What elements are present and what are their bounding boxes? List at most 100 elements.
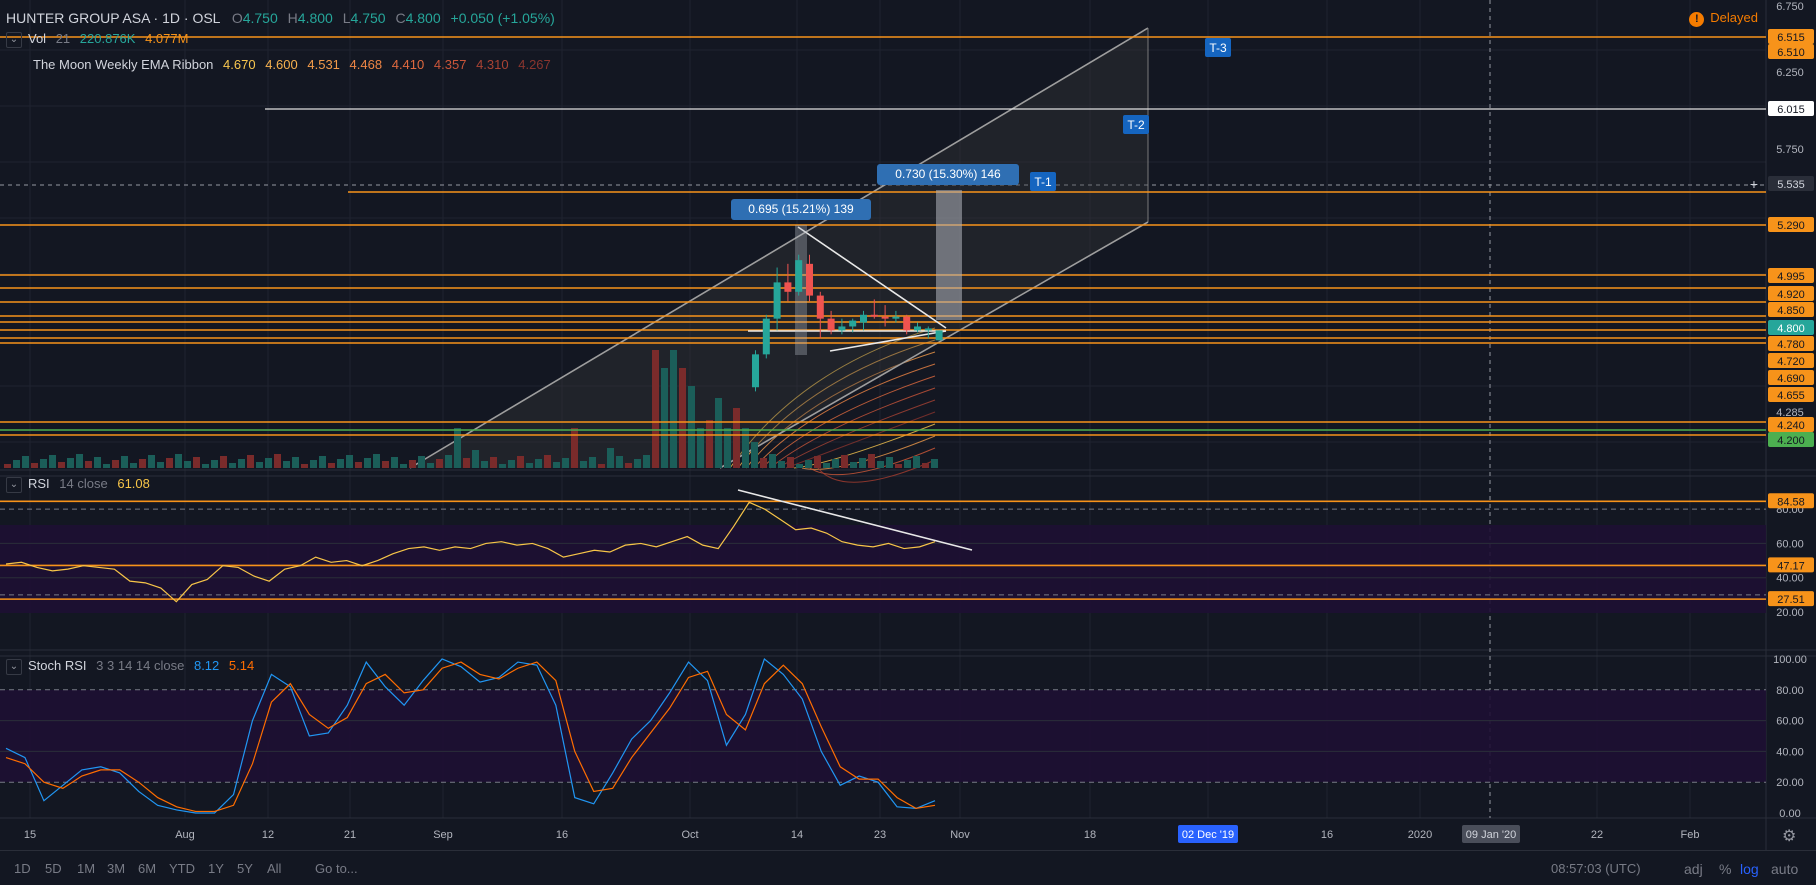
volume-bar: [625, 463, 632, 468]
time-label: Oct: [681, 829, 698, 841]
price-tick: 4.285: [1776, 407, 1804, 419]
measure-label-bg: [877, 164, 1019, 185]
price-label-bg: [1768, 432, 1814, 447]
price-label: 6.515: [1777, 32, 1805, 44]
price-label: 4.720: [1777, 356, 1805, 368]
candle-body: [806, 263, 813, 296]
price-label: 4.200: [1777, 435, 1805, 447]
price-label-bg: [1768, 286, 1814, 301]
volume-bar: [121, 456, 128, 468]
annotations: T-1 T-2 T-3 0.695 (15.21%) 139 0.730 (15.30%…: [731, 38, 1231, 220]
ema-legend[interactable]: The Moon Weekly EMA Ribbon 4.670 4.600 4…: [33, 57, 551, 72]
price-label: 4.800: [1777, 323, 1805, 335]
time-label: 2020: [1408, 829, 1432, 841]
volume-bar: [292, 457, 299, 468]
range-ytd[interactable]: YTD: [169, 861, 195, 876]
goto-button[interactable]: Go to...: [315, 861, 358, 876]
rsi-tick: 60.00: [1776, 538, 1804, 550]
rsi-trendline: [737, 489, 973, 551]
measure-label: 0.695 (15.21%) 139: [748, 202, 854, 216]
chevron-down-icon[interactable]: ⌄: [6, 31, 22, 48]
volume-bar: [526, 463, 533, 468]
volume-bar: [85, 461, 92, 468]
volume-bar: [355, 462, 362, 468]
range-6m[interactable]: 6M: [138, 861, 157, 876]
auto-toggle[interactable]: auto: [1771, 861, 1799, 877]
price-label-bg: [1768, 336, 1814, 351]
stoch-tick: 60.00: [1776, 716, 1804, 728]
percent-toggle[interactable]: %: [1719, 861, 1732, 877]
price-tick: 6.250: [1776, 67, 1804, 79]
range-1d[interactable]: 1D: [14, 861, 31, 876]
volume-bar: [391, 457, 398, 468]
volume-bar: [688, 386, 695, 468]
range-all[interactable]: All: [267, 861, 282, 876]
volume-bar: [454, 428, 461, 468]
exclamation-icon: !: [1689, 12, 1705, 27]
stoch-line-k: [5, 657, 936, 814]
rsi-level-label: 84.58: [1777, 496, 1805, 508]
volume-bar: [274, 454, 281, 468]
price-tick: 6.750: [1776, 1, 1804, 13]
price-label-bg: [1768, 387, 1814, 402]
volume-bar: [148, 455, 155, 468]
volume-bar: [283, 461, 290, 468]
ema-ribbon: [729, 327, 936, 483]
stoch-tick: 20.00: [1776, 777, 1804, 789]
delayed-badge[interactable]: ! Delayed: [1689, 10, 1758, 27]
rsi-level-label: 47.17: [1777, 560, 1805, 572]
delayed-label: Delayed: [1710, 10, 1758, 25]
volume-bar: [490, 457, 497, 468]
range-5y[interactable]: 5Y: [237, 861, 253, 876]
volume-bar: [265, 458, 272, 468]
range-5d[interactable]: 5D: [45, 861, 62, 876]
low-label: L: [342, 10, 351, 26]
volume-bar: [832, 459, 839, 468]
time-axis: 15 Aug 12 21 Sep 16 Oct 14 23 Nov 18 02 Dec '19 16 20…: [24, 825, 1699, 843]
volume-bar: [67, 458, 74, 468]
volume-bar: [679, 368, 686, 468]
rsi-line: [5, 501, 936, 603]
adj-toggle[interactable]: adj: [1684, 861, 1703, 877]
rsi-legend[interactable]: ⌄ RSI 14 close 61.08: [6, 476, 150, 493]
log-toggle[interactable]: log: [1740, 861, 1759, 877]
range-3m[interactable]: 3M: [107, 861, 126, 876]
time-label: 21: [344, 829, 356, 841]
price-label: 4.655: [1777, 390, 1805, 402]
volume-bar: [886, 457, 893, 468]
measure-label-bg: [731, 199, 871, 220]
target-label-bg: [1030, 172, 1056, 191]
stoch-legend[interactable]: ⌄ Stoch RSI 3 3 14 14 close 8.12 5.14: [6, 658, 254, 675]
rsi-level-bg: [1768, 493, 1814, 509]
high-value: 4.800: [297, 10, 333, 26]
volume-bar: [571, 428, 578, 468]
bottom-toolbar: [0, 850, 1816, 885]
volume-bar: [760, 458, 767, 468]
volume-bar: [634, 459, 641, 468]
range-1y[interactable]: 1Y: [208, 861, 224, 876]
volume-bar: [706, 420, 713, 468]
measure-box: [936, 190, 962, 320]
candles: [752, 254, 943, 392]
chevron-down-icon[interactable]: ⌄: [6, 476, 22, 493]
close-value: 4.800: [405, 10, 441, 26]
stoch-name: Stoch RSI: [28, 658, 87, 673]
volume-bar: [850, 462, 857, 468]
high-label: H: [287, 10, 298, 26]
volume-bar: [553, 462, 560, 468]
volume-bar: [337, 459, 344, 468]
range-1m[interactable]: 1M: [77, 861, 96, 876]
chevron-down-icon[interactable]: ⌄: [6, 658, 22, 675]
ema-value: 4.310: [476, 57, 509, 72]
target-label-bg: [1123, 115, 1149, 134]
price-label: 5.290: [1777, 220, 1805, 232]
volume-bar: [868, 454, 875, 468]
gear-icon[interactable]: ⚙: [1782, 828, 1797, 845]
volume-bar: [301, 464, 308, 468]
volume-bar: [859, 458, 866, 468]
price-levels: [0, 36, 1766, 436]
volume-bar: [616, 456, 623, 468]
volume-bar: [418, 456, 425, 468]
vol-legend[interactable]: ⌄ Vol 21 220.876K 4.077M: [6, 31, 188, 48]
